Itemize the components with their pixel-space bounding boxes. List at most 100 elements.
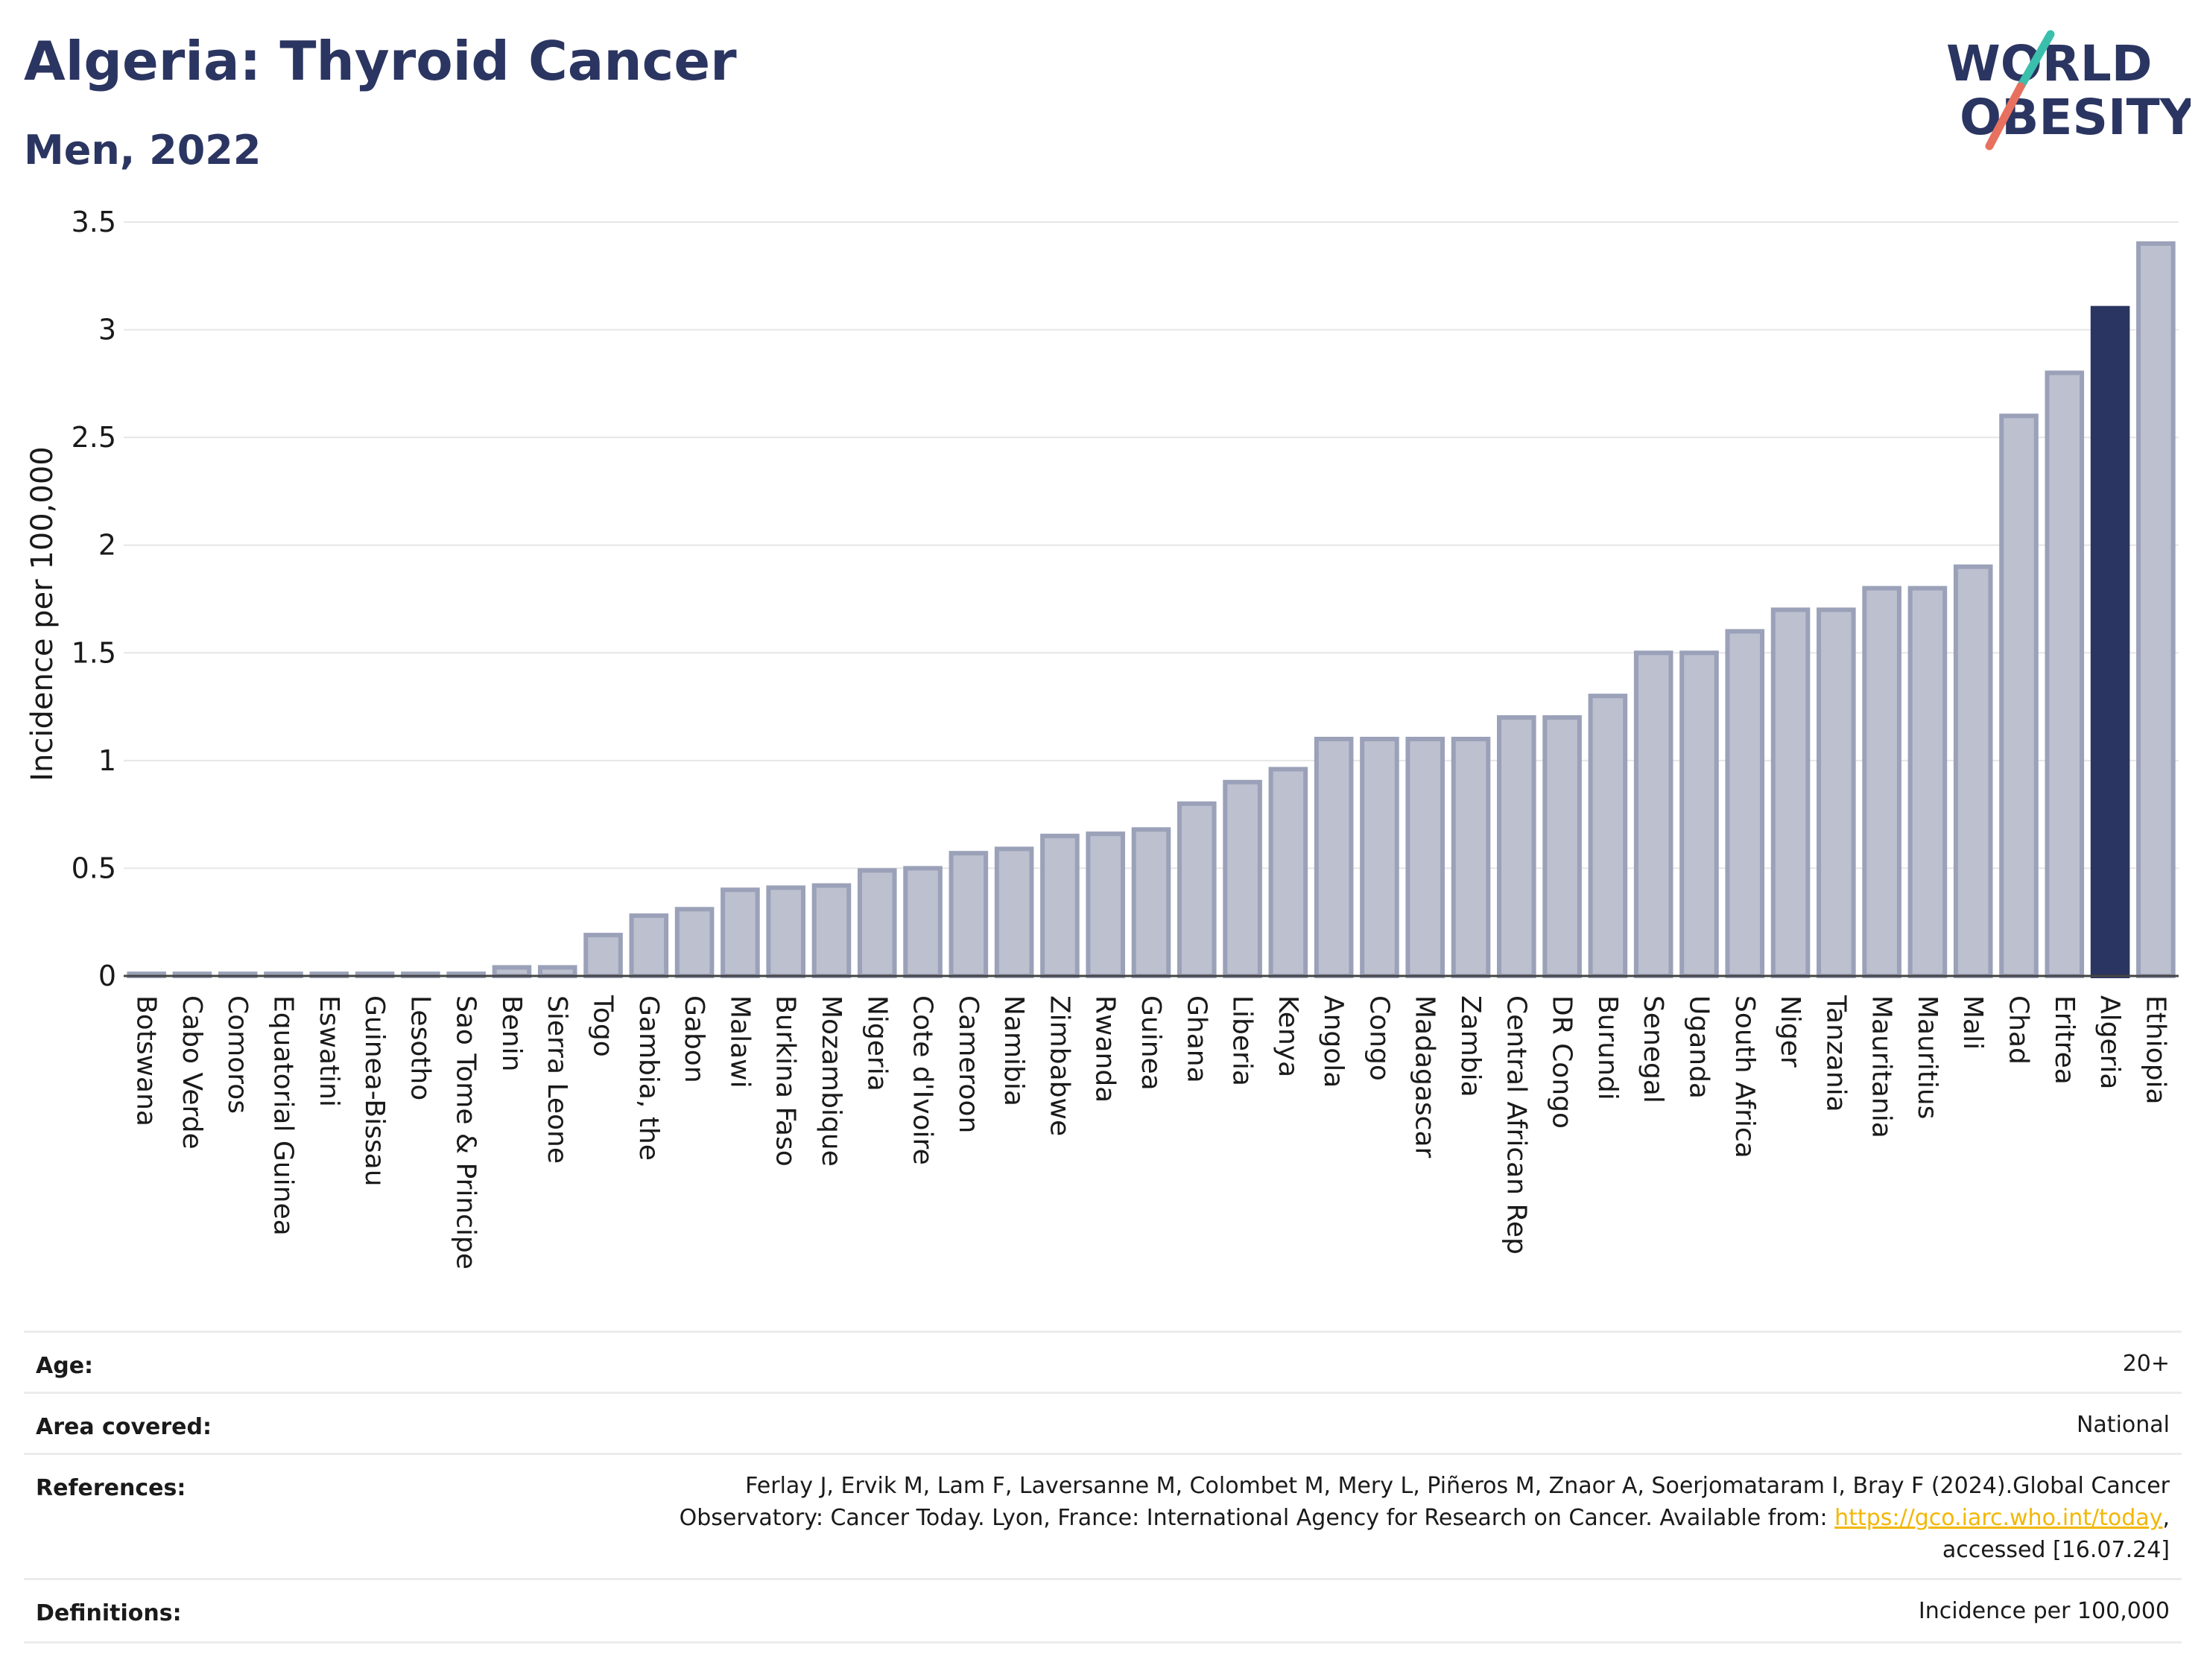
x-tick-label: Guinea xyxy=(1136,995,1166,1091)
x-tick-label: Congo xyxy=(1364,995,1394,1081)
references-line2-suffix: , xyxy=(2162,1505,2170,1531)
definitions-label: Definitions: xyxy=(36,1600,182,1626)
page-subtitle: Men, 2022 xyxy=(24,127,262,174)
bar-zimbabwe xyxy=(1040,834,1080,978)
y-tick-label: 2 xyxy=(98,529,116,562)
y-tick-label: 1.5 xyxy=(72,636,116,669)
x-tick-label: Cote d'Ivoire xyxy=(908,995,938,1165)
age-label: Age: xyxy=(36,1353,94,1379)
x-tick-label: DR Congo xyxy=(1547,995,1577,1129)
bar-madagascar xyxy=(1405,736,1445,978)
x-tick-label: Ethiopia xyxy=(2140,995,2170,1105)
references-line2: Observatory: Cancer Today. Lyon, France:… xyxy=(680,1502,2170,1534)
x-tick-label: Comoros xyxy=(222,995,253,1114)
page-title: Algeria: Thyroid Cancer xyxy=(24,30,737,92)
bar-ethiopia xyxy=(2136,241,2176,978)
bar-chad xyxy=(1999,413,2039,978)
x-tick-label: Benin xyxy=(496,995,527,1071)
bar-kenya xyxy=(1268,767,1308,978)
x-tick-label: Algeria xyxy=(2094,995,2125,1090)
bar-namibia xyxy=(994,846,1034,979)
x-tick-label: Sao Tome & Principe xyxy=(451,995,481,1269)
x-tick-label: Mauritius xyxy=(1912,995,1942,1119)
x-tick-label: Cameroon xyxy=(953,995,984,1133)
x-tick-label: Cabo Verde xyxy=(177,995,207,1150)
x-tick-label: Guinea-Bissau xyxy=(359,995,390,1187)
x-tick-label: Namibia xyxy=(998,995,1029,1106)
bar-dr-congo xyxy=(1542,715,1582,978)
bar-mauritania xyxy=(1862,586,1901,978)
meta-row-age: Age: 20+ xyxy=(24,1331,2182,1394)
bar-eritrea xyxy=(2045,370,2085,978)
meta-row-references: References: Ferlay J, Ervik M, Lam F, La… xyxy=(24,1453,2182,1580)
x-tick-label: Uganda xyxy=(1683,995,1714,1099)
x-tick-label: Equatorial Guinea xyxy=(268,995,299,1236)
meta-row-definitions: Definitions: Incidence per 100,000 xyxy=(24,1578,2182,1643)
area-value: National xyxy=(2076,1412,2170,1438)
x-tick-label: Burundi xyxy=(1592,995,1623,1100)
y-tick-label: 3 xyxy=(98,314,116,346)
bar-ghana xyxy=(1177,801,1217,978)
x-tick-label: Madagascar xyxy=(1410,995,1440,1158)
bar-guinea xyxy=(1131,827,1171,978)
references-link[interactable]: https://gco.iarc.who.int/today xyxy=(1834,1505,2163,1531)
y-tick-label: 0.5 xyxy=(72,852,116,884)
bar-burkina-faso xyxy=(766,885,805,978)
x-tick-label: Sierra Leone xyxy=(542,995,572,1164)
bar-chart: 0 0.5 1 1.5 2 2.5 3 3.5 Botswana Cabo Verde Comor… xyxy=(25,206,2179,1269)
meta-row-area: Area covered: National xyxy=(24,1392,2182,1455)
x-tick-label: Kenya xyxy=(1273,995,1303,1077)
meta-table: Age: 20+ Area covered: National Referenc… xyxy=(24,1331,2182,1643)
x-tick-label: Tanzania xyxy=(1820,995,1851,1112)
y-tick-label: 0 xyxy=(98,960,116,992)
references-line1: Ferlay J, Ervik M, Lam F, Laversanne M, … xyxy=(745,1473,2170,1499)
references-line2-prefix: Observatory: Cancer Today. Lyon, France:… xyxy=(679,1505,1835,1531)
x-tick-label: Malawi xyxy=(724,995,755,1088)
x-tick-label: Central African Rep xyxy=(1501,995,1531,1255)
bar-malawi xyxy=(721,887,760,979)
bar-cameroon xyxy=(949,851,989,979)
bar-liberia xyxy=(1223,779,1262,979)
bar-congo xyxy=(1360,736,1399,978)
x-tick-label: Liberia xyxy=(1227,995,1258,1086)
y-tick-label: 1 xyxy=(98,744,116,777)
bar-senegal xyxy=(1633,650,1673,978)
bar-mozambique xyxy=(811,883,852,979)
x-tick-label: Zimbabwe xyxy=(1044,995,1074,1136)
world-obesity-logo: WORLD OBESITY xyxy=(1946,30,2191,150)
x-tick-label: Zambia xyxy=(1455,995,1486,1097)
x-tick-label: Gabon xyxy=(679,995,709,1083)
bar-angola xyxy=(1314,736,1354,978)
logo-slash-bottom xyxy=(1985,82,2025,150)
definitions-value: Incidence per 100,000 xyxy=(1918,1598,2170,1624)
bar-zambia xyxy=(1451,736,1491,978)
x-tick-label: Nigeria xyxy=(861,995,892,1091)
bar-gabon xyxy=(674,907,715,979)
x-tick-label: Mozambique xyxy=(816,995,846,1167)
x-tick-label: Senegal xyxy=(1638,995,1668,1103)
x-tick-label: Gambia, the xyxy=(633,995,664,1161)
bars xyxy=(127,241,2176,979)
references-line3: accessed [16.07.24] xyxy=(1942,1537,2170,1563)
bar-rwanda xyxy=(1086,831,1126,979)
references-label: References: xyxy=(36,1475,186,1501)
x-tick-label: Lesotho xyxy=(405,995,435,1100)
y-tick-label: 3.5 xyxy=(72,206,116,238)
bar-central-african-rep xyxy=(1497,715,1536,978)
bar-nigeria xyxy=(857,868,897,978)
x-tick-label: Ghana xyxy=(1181,995,1212,1083)
x-tick-label: Angola xyxy=(1318,995,1349,1088)
age-value: 20+ xyxy=(2122,1351,2170,1377)
bar-sierra-leone xyxy=(537,965,577,979)
y-axis-label: Incidence per 100,000 xyxy=(25,446,60,782)
x-tick-label: Rwanda xyxy=(1090,995,1121,1103)
x-tick-label: South Africa xyxy=(1729,995,1760,1158)
x-tick-label: Togo xyxy=(588,995,618,1057)
y-tick-labels: 0 0.5 1 1.5 2 2.5 3 3.5 xyxy=(72,206,116,992)
references-value: Ferlay J, Ervik M, Lam F, Laversanne M, … xyxy=(680,1470,2170,1566)
bar-togo xyxy=(583,933,623,979)
x-tick-labels: Botswana Cabo Verde Comoros Equatorial Guin… xyxy=(131,995,2171,1269)
x-tick-label: Niger xyxy=(1775,995,1805,1068)
area-label: Area covered: xyxy=(36,1414,212,1440)
bar-algeria xyxy=(2090,305,2130,978)
